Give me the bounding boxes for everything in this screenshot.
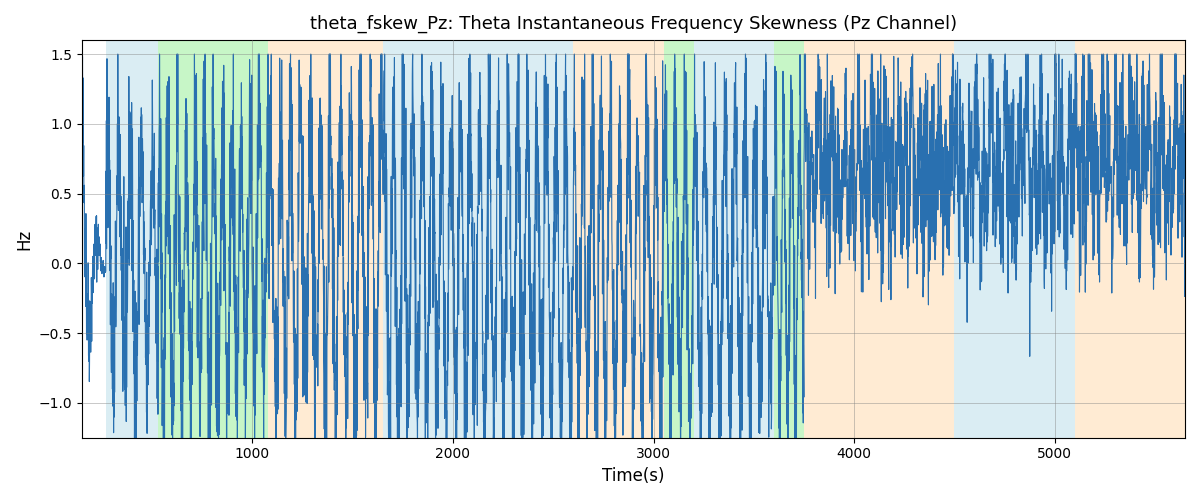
Bar [804, 40, 954, 438]
Bar [574, 40, 664, 438]
Bar [664, 40, 694, 438]
Bar [1075, 40, 1186, 438]
Bar [954, 40, 1075, 438]
Title: theta_fskew_Pz: Theta Instantaneous Frequency Skewness (Pz Channel): theta_fskew_Pz: Theta Instantaneous Freq… [310, 15, 958, 34]
Bar [269, 40, 383, 438]
Bar [106, 40, 158, 438]
Bar [158, 40, 269, 438]
Y-axis label: Hz: Hz [14, 228, 32, 250]
Bar [694, 40, 774, 438]
Bar [774, 40, 804, 438]
Bar [383, 40, 574, 438]
X-axis label: Time(s): Time(s) [602, 467, 665, 485]
